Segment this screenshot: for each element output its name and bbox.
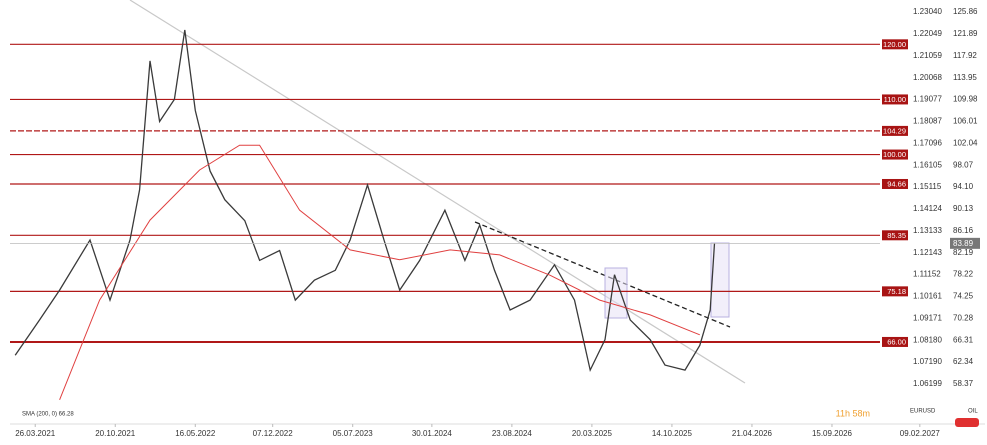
marks bbox=[14, 29, 716, 400]
y2-tick-label: 1.17096 bbox=[913, 138, 942, 147]
level-label-box bbox=[882, 125, 908, 136]
level-label: 66.00 bbox=[887, 337, 906, 346]
y-tick-label: 62.34 bbox=[953, 357, 974, 366]
level-label-box bbox=[882, 178, 908, 189]
y2-tick-label: 1.18087 bbox=[913, 117, 942, 126]
y-tick-label: 70.28 bbox=[953, 313, 974, 322]
legend-entry: EURUSD bbox=[910, 409, 936, 415]
y2-tick-label: 1.20068 bbox=[913, 73, 942, 82]
trend-line-dashed bbox=[474, 221, 731, 328]
level-label-box bbox=[882, 336, 908, 347]
x-tick-label: 26.03.2021 bbox=[15, 429, 56, 438]
series-line bbox=[59, 144, 700, 400]
x-tick-label: 30.01.2024 bbox=[412, 429, 453, 438]
y2-tick-label: 1.08180 bbox=[913, 335, 942, 344]
axes: 26.03.2021 20.10.2021 16.05.2022 07.12.2022… bbox=[10, 7, 985, 438]
x-tick-label: 20.03.2025 bbox=[572, 429, 613, 438]
y-tick-label: 121.89 bbox=[953, 29, 978, 38]
level-label: 75.18 bbox=[887, 287, 906, 296]
y-tick-label: 66.31 bbox=[953, 335, 974, 344]
y-tick-label: 102.04 bbox=[953, 138, 978, 147]
x-tick-label: 05.07.2023 bbox=[333, 429, 374, 438]
y2-tick-label: 1.09171 bbox=[913, 313, 942, 322]
y-tick-label: 109.98 bbox=[953, 95, 978, 104]
trend-line bbox=[129, 0, 746, 384]
level-label-box bbox=[882, 39, 908, 50]
level-label: 110.00 bbox=[884, 95, 906, 104]
level-label: 120.00 bbox=[883, 40, 906, 49]
y-tick-label: 106.01 bbox=[953, 117, 978, 126]
x-tick-label: 15.09.2026 bbox=[812, 429, 853, 438]
y-tick-label: 113.95 bbox=[953, 73, 977, 82]
level-label: 94.66 bbox=[887, 179, 906, 188]
level-label: 85.35 bbox=[887, 231, 906, 240]
y-tick-label: 125.86 bbox=[953, 7, 978, 16]
x-tick-label: 16.05.2022 bbox=[175, 429, 216, 438]
x-tick-label: 20.10.2021 bbox=[95, 429, 136, 438]
y2-tick-label: 1.23040 bbox=[913, 7, 942, 16]
x-tick-label: 09.02.2027 bbox=[900, 429, 941, 438]
y-tick-label: 90.13 bbox=[953, 204, 974, 213]
y-tick-label: 78.22 bbox=[953, 270, 974, 279]
y-tick-label: 74.25 bbox=[953, 292, 974, 301]
y2-tick-label: 1.21059 bbox=[913, 51, 942, 60]
x-tick-label: 07.12.2022 bbox=[253, 429, 294, 438]
level-label-box bbox=[882, 230, 908, 241]
legend-entry: OIL bbox=[968, 409, 978, 415]
y2-tick-label: 1.19077 bbox=[913, 95, 942, 104]
y2-tick-label: 1.11152 bbox=[913, 270, 941, 279]
level-label-box bbox=[882, 286, 908, 297]
y-tick-label: 94.10 bbox=[953, 182, 974, 191]
y-tick-label: 82.19 bbox=[953, 248, 974, 257]
levels: 120.00 110.00 104.29 100.00 94.66 85.35 75.18 6… bbox=[10, 39, 908, 347]
current-price-label: 83.89 bbox=[953, 239, 974, 248]
x-tick-label: 23.08.2024 bbox=[492, 429, 533, 438]
x-tick-label: 21.04.2026 bbox=[732, 429, 773, 438]
indicator-legend: SMA (200, 0) 66.28 bbox=[22, 412, 74, 418]
y-tick-label: 117.92 bbox=[953, 51, 977, 60]
y2-tick-label: 1.13133 bbox=[913, 226, 942, 235]
y-tick-label: 98.07 bbox=[953, 160, 974, 169]
legend-pill bbox=[955, 418, 979, 427]
y-tick-label: 58.37 bbox=[953, 379, 974, 388]
highlight-box bbox=[604, 267, 628, 319]
y2-tick-label: 1.16105 bbox=[913, 160, 942, 169]
y2-tick-label: 1.15115 bbox=[913, 182, 942, 191]
current-price-box bbox=[950, 237, 980, 249]
y2-tick-label: 1.14124 bbox=[913, 204, 942, 213]
y2-tick-label: 1.22049 bbox=[913, 29, 942, 38]
y2-tick-label: 1.07190 bbox=[913, 357, 942, 366]
timer: 11h 58m bbox=[836, 408, 870, 418]
y2-tick-label: 1.10161 bbox=[913, 292, 942, 301]
y-tick-label: 86.16 bbox=[953, 226, 974, 235]
level-label: 100.00 bbox=[883, 150, 906, 159]
level-label: 104.29 bbox=[883, 126, 906, 135]
level-label-box bbox=[882, 149, 908, 160]
x-tick-label: 14.10.2025 bbox=[652, 429, 693, 438]
series-line bbox=[14, 29, 716, 373]
level-label-box bbox=[882, 94, 908, 105]
y2-tick-label: 1.06199 bbox=[913, 379, 942, 388]
y2-tick-label: 1.12143 bbox=[913, 248, 942, 257]
